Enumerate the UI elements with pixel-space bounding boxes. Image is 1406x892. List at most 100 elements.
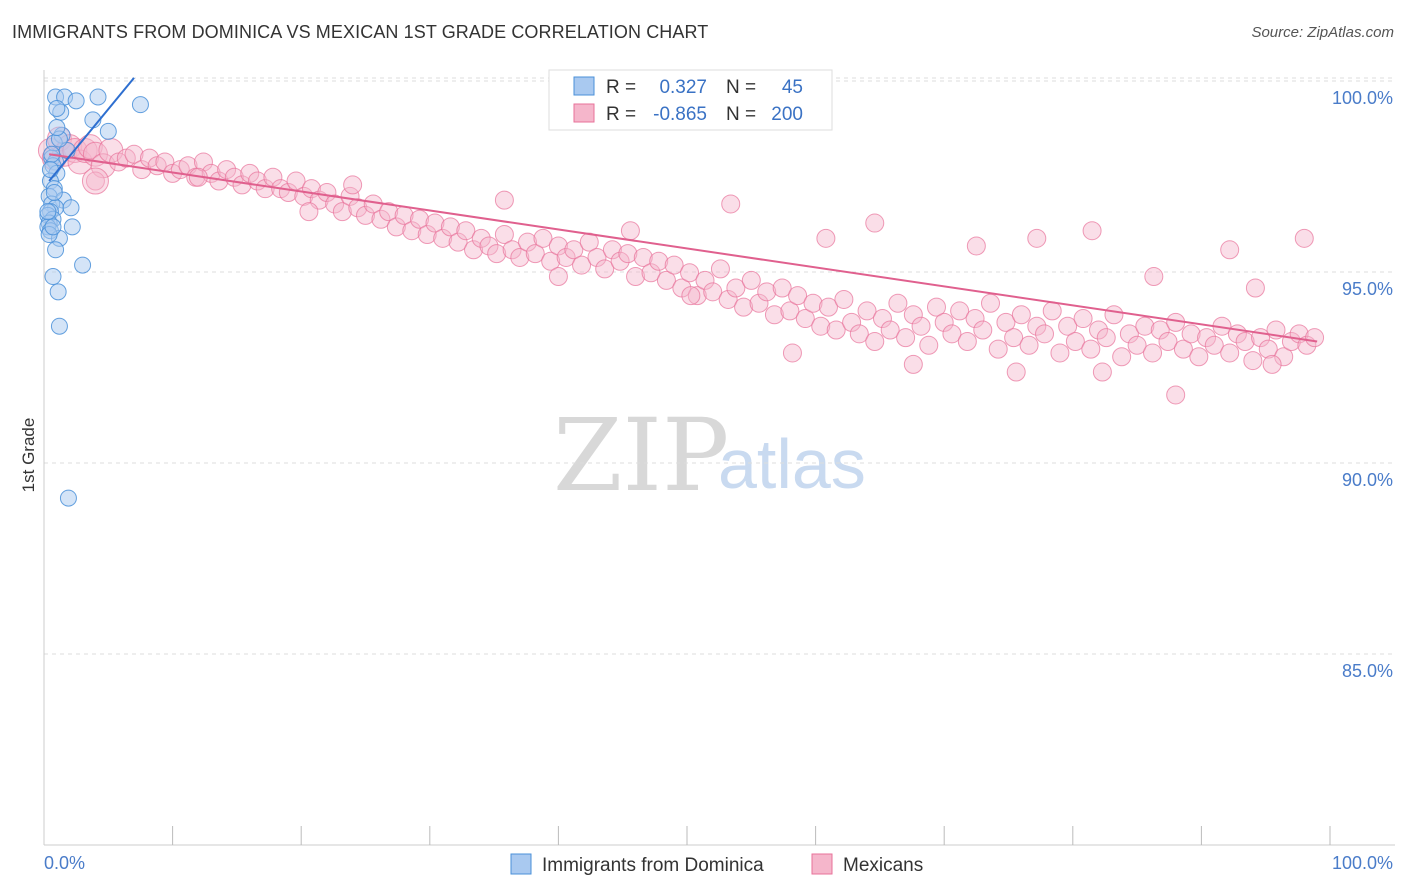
mexicans-point (139, 148, 159, 168)
mexicans-point (950, 301, 970, 321)
dominica-point (89, 88, 107, 106)
mexicans-point (1144, 267, 1164, 287)
y-tick-label: 90.0% (1342, 470, 1393, 490)
mexicans-point (356, 205, 375, 225)
mexicans-point (780, 301, 800, 321)
mexicans-point (795, 309, 815, 329)
gridlines (44, 77, 1395, 655)
mexicans-point (417, 225, 437, 245)
mexicans-point (681, 286, 701, 306)
mexicans-point (1027, 316, 1047, 336)
dominica-point (41, 161, 59, 179)
mexicans-point (1274, 347, 1294, 367)
mexicans-point (1294, 228, 1314, 248)
mexicans-point (626, 267, 646, 287)
bottom-legend-swatch-blue (510, 853, 532, 875)
mexicans-point (1058, 316, 1078, 336)
legend-r-label-blue: R = (606, 77, 636, 98)
mexicans-point (587, 247, 607, 267)
watermark-atlas: atlas (718, 425, 866, 503)
mexicans-point (764, 305, 784, 325)
dominica-point (50, 317, 68, 335)
mexicans-point (649, 251, 669, 271)
mexicans-point (1220, 343, 1240, 363)
mexicans-point (1220, 240, 1240, 260)
mexicans-point (772, 278, 792, 298)
mexicans-point (610, 251, 630, 271)
mexicans-point (1073, 309, 1093, 329)
mexicans-point (217, 160, 237, 180)
mexicans-point (803, 293, 823, 313)
mexicans-point (896, 328, 916, 348)
legend: R = 0.327 N = 45 R = -0.865 N = 200 (548, 69, 833, 131)
mexicans-point (487, 244, 507, 264)
mexicans-point (620, 221, 640, 241)
mexicans-point (325, 194, 345, 214)
mexicans-point (1197, 328, 1217, 348)
mexicans-point (494, 190, 514, 210)
mexicans-point (842, 312, 862, 332)
mexicans-point (618, 244, 638, 264)
mexicans-point (479, 236, 499, 256)
dominica-point (48, 99, 66, 117)
mexicans-point (1006, 362, 1026, 382)
mexicans-point (502, 240, 522, 260)
mexicans-point (934, 312, 954, 332)
legend-r-label-pink: R = (606, 104, 636, 125)
bottom-legend-swatch-pink (811, 853, 833, 875)
mexicans-point (343, 175, 363, 195)
mexicans-point (680, 263, 700, 283)
mexicans-point (263, 167, 283, 187)
bottom-legend-label-pink: Mexicans (843, 855, 923, 876)
mexicans-point (919, 335, 939, 355)
mexicans-point (525, 244, 545, 264)
mexicans-point (741, 270, 761, 290)
legend-n-label-pink: N = (726, 104, 756, 125)
mexicans-point (826, 320, 846, 340)
legend-swatch-pink (573, 103, 595, 123)
mexicans-point (734, 297, 754, 317)
mexicans-point (749, 293, 769, 313)
mexicans-point (942, 324, 962, 344)
dominica-point (45, 184, 63, 201)
dominica-point (59, 489, 77, 507)
y-tick-labels: 100.0% 95.0% 90.0% 85.0% (1332, 88, 1393, 681)
mexicans-point (687, 286, 707, 306)
mexicans-point (957, 331, 977, 351)
mexicans-point (456, 221, 476, 241)
mexicans-point (464, 240, 484, 260)
mexicans-point (332, 202, 352, 222)
mexicans-point (1189, 347, 1209, 367)
mexicans-point (348, 198, 368, 218)
mexicans-point (818, 297, 838, 317)
mexicans-point (1127, 335, 1147, 355)
mexicans-point (782, 343, 802, 363)
bottom-legend-label-blue: Immigrants from Dominica (542, 855, 764, 876)
mexicans-point (811, 316, 831, 336)
mexicans-point (1081, 339, 1101, 359)
y-axis-label: 1st Grade (19, 418, 38, 493)
mexicans-point (1258, 339, 1278, 359)
mexicans-point (494, 225, 514, 245)
mexicans-point (834, 289, 854, 309)
dominica-point (44, 218, 62, 236)
mexicans-point (633, 247, 653, 267)
mexicans-point (849, 324, 869, 344)
mexicans-point (703, 282, 723, 302)
mexicans-points (37, 126, 1325, 405)
mexicans-point (1166, 385, 1186, 405)
dominica-point (131, 96, 149, 114)
dominica-point (74, 256, 92, 274)
legend-r-value-blue: 0.327 (659, 77, 707, 98)
mexicans-point (340, 186, 360, 206)
mexicans-point (1096, 328, 1116, 348)
mexicans-point (379, 202, 399, 222)
mexicans-point (1135, 316, 1155, 336)
mexicans-point (317, 183, 337, 202)
mexicans-point (548, 267, 568, 287)
mexicans-point (1181, 324, 1201, 344)
mexicans-point (1150, 320, 1170, 340)
legend-box (548, 69, 833, 131)
mexicans-point (721, 194, 741, 214)
